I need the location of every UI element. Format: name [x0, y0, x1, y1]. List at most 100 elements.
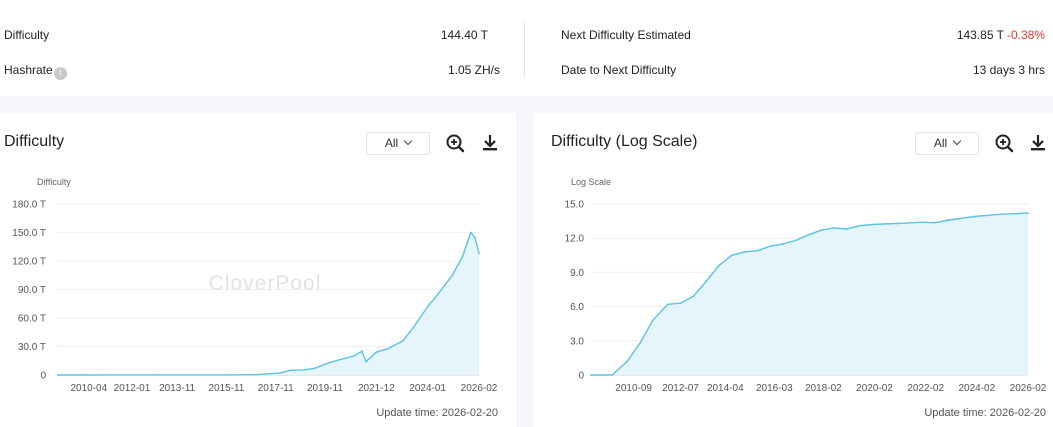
data-point — [611, 374, 614, 376]
y-tick-label: 0 — [40, 371, 46, 382]
x-tick-label: 2010-04 — [70, 383, 107, 394]
data-point — [375, 351, 378, 354]
difficulty-value: 144.40 T — [440, 28, 488, 42]
zoom-in-icon[interactable] — [445, 133, 465, 153]
update-time: Update time: 2026-02-20 — [924, 407, 1046, 419]
y-axis-label: Log Scale — [571, 177, 611, 187]
data-point — [973, 215, 976, 218]
data-point — [922, 221, 925, 224]
y-tick-label: 120.0 T — [12, 257, 46, 268]
range-select-value: All — [933, 136, 948, 150]
data-point — [254, 373, 257, 376]
stats-divider — [524, 22, 525, 78]
data-point — [833, 227, 835, 229]
y-tick-label: 0 — [578, 371, 584, 382]
data-point — [387, 347, 390, 350]
series-area — [591, 213, 1028, 375]
chart-title: Difficulty (Log Scale) — [551, 133, 698, 150]
x-tick-label: 2026-02 — [461, 383, 498, 394]
difficulty-chart-card: Difficulty All Difficulty 0 30.0 T 60.0 T 90… — [0, 113, 516, 427]
download-icon[interactable] — [1028, 133, 1048, 153]
data-point — [278, 372, 281, 374]
series-area — [58, 232, 479, 375]
chart-title: Difficulty — [4, 133, 65, 150]
series-line — [57, 231, 480, 376]
data-point — [807, 233, 810, 236]
x-tick-label: 2020-02 — [856, 383, 893, 394]
log-difficulty-chart[interactable]: Log Scale 0 3.0 6.0 9.0 12.0 15.0 2010-09 2012-0… — [534, 113, 1053, 403]
y-tick-label: 6.0 — [570, 302, 584, 313]
data-point — [313, 367, 316, 370]
data-point — [666, 303, 669, 306]
data-point — [412, 326, 415, 329]
next-difficulty-value-wrap: 143.85 T -0.38% — [957, 28, 1045, 42]
data-point — [820, 229, 823, 232]
log-difficulty-chart-card: Difficulty (Log Scale) All Log Scale 0 3.0… — [534, 113, 1053, 427]
y-tick-label: 3.0 — [570, 336, 584, 347]
hashrate-value: 1.05 ZH/s — [447, 63, 500, 77]
data-point — [57, 374, 59, 376]
difficulty-chart[interactable]: Difficulty 0 30.0 T 60.0 T 90.0 T 120.0 T 150.… — [0, 113, 516, 403]
data-point — [845, 228, 848, 230]
x-tick-label: 2017-11 — [258, 383, 294, 394]
next-difficulty-date-label: Date to Next Difficulty — [561, 63, 677, 77]
data-point — [999, 213, 1002, 216]
x-tick-label: 2012-01 — [114, 383, 151, 394]
data-point — [451, 274, 454, 277]
data-point — [361, 350, 363, 353]
data-point — [858, 224, 861, 227]
y-axis-label: Difficulty — [37, 177, 71, 187]
info-icon[interactable]: i — [53, 67, 67, 80]
data-point — [756, 249, 759, 252]
data-point — [651, 319, 654, 322]
x-tick-label: 2010-09 — [615, 383, 652, 394]
next-difficulty-value: 143.85 T — [956, 28, 1004, 42]
data-point — [469, 231, 472, 234]
data-point — [743, 250, 746, 253]
data-point — [897, 222, 899, 225]
data-point — [679, 302, 682, 305]
data-point — [781, 243, 784, 245]
x-tick-label: 2021-12 — [358, 383, 395, 394]
data-point — [705, 280, 708, 283]
x-tick-label: 2026-02 — [1010, 383, 1047, 394]
next-difficulty-label: Next Difficulty Estimated — [561, 28, 691, 42]
data-point — [229, 374, 232, 376]
data-point — [402, 339, 404, 342]
hashrate-label-wrap: Hashrate i — [4, 63, 67, 80]
x-tick-label: 2024-01 — [409, 383, 446, 394]
data-point — [155, 374, 158, 376]
y-tick-label: 90.0 T — [18, 285, 46, 296]
data-point — [437, 293, 439, 296]
hashrate-label: Hashrate — [4, 63, 53, 77]
download-icon[interactable] — [480, 133, 500, 153]
data-point — [692, 295, 695, 298]
x-tick-label: 2015-11 — [208, 383, 244, 394]
x-tick-label: 2024-02 — [958, 383, 995, 394]
y-tick-label: 30.0 T — [18, 342, 46, 353]
data-point — [718, 264, 720, 267]
y-tick-label: 150.0 T — [12, 228, 46, 239]
x-tick-label: 2018-02 — [805, 383, 842, 394]
data-point — [473, 236, 476, 239]
update-time: Update time: 2026-02-20 — [376, 407, 498, 419]
data-point — [352, 355, 355, 357]
difficulty-label: Difficulty — [4, 28, 50, 42]
data-point — [461, 255, 464, 258]
data-point — [590, 374, 592, 376]
y-tick-label: 9.0 — [570, 268, 584, 279]
range-select[interactable]: All — [366, 132, 430, 155]
data-point — [303, 368, 306, 371]
zoom-in-icon[interactable] — [994, 133, 1014, 153]
range-select[interactable]: All — [915, 132, 979, 155]
data-point — [933, 221, 936, 224]
data-point — [328, 361, 330, 364]
data-point — [289, 369, 291, 372]
data-point — [871, 223, 874, 226]
x-tick-label: 2012-07 — [662, 383, 699, 394]
next-difficulty-change: -0.38% — [1006, 28, 1045, 42]
x-tick-label: 2016-03 — [756, 383, 793, 394]
y-tick-label: 15.0 — [565, 200, 585, 211]
y-tick-label: 60.0 T — [18, 314, 46, 325]
network-stats-panel: Difficulty 144.40 T Hashrate i 1.05 ZH/s … — [0, 0, 1053, 96]
